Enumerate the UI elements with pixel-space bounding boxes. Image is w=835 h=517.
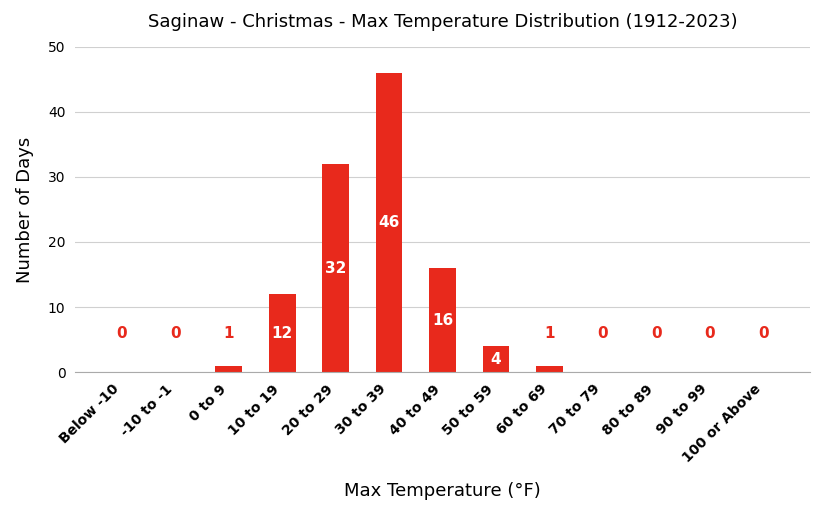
Text: 1: 1 [224, 326, 234, 341]
Bar [429, 268, 456, 372]
Text: 32: 32 [325, 261, 347, 276]
Bar [269, 294, 296, 372]
Text: 0: 0 [117, 326, 127, 341]
Bar [215, 366, 242, 372]
Text: 0: 0 [598, 326, 608, 341]
Bar [322, 164, 349, 372]
Bar [483, 346, 509, 372]
Text: 0: 0 [651, 326, 661, 341]
Text: 4: 4 [491, 352, 501, 367]
Text: 12: 12 [271, 326, 293, 341]
Text: 0: 0 [758, 326, 768, 341]
Bar [376, 72, 402, 372]
Text: 46: 46 [378, 215, 400, 230]
Text: 1: 1 [544, 326, 554, 341]
Bar [536, 366, 563, 372]
Text: 0: 0 [170, 326, 180, 341]
Y-axis label: Number of Days: Number of Days [16, 136, 34, 282]
Text: 0: 0 [705, 326, 715, 341]
Title: Saginaw - Christmas - Max Temperature Distribution (1912-2023): Saginaw - Christmas - Max Temperature Di… [148, 13, 737, 31]
Text: 16: 16 [432, 313, 453, 328]
X-axis label: Max Temperature (°F): Max Temperature (°F) [344, 482, 541, 500]
